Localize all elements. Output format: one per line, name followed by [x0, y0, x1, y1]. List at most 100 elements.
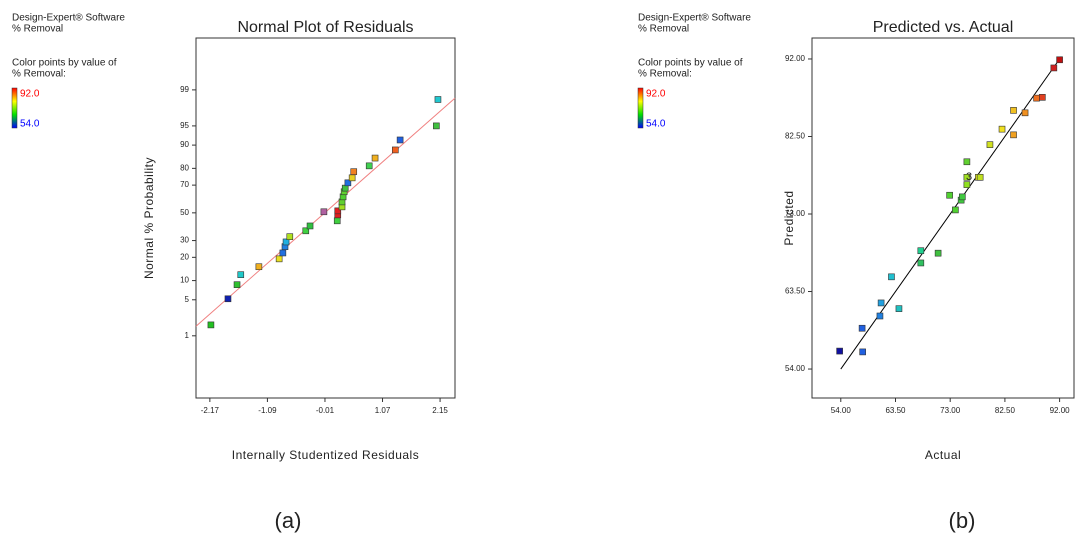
caption: (b)	[949, 508, 976, 533]
software-label: % Removal	[12, 24, 63, 35]
color-bar	[11, 87, 18, 129]
data-point	[392, 146, 399, 154]
x-tick-label: 2.15	[432, 406, 448, 415]
data-point	[1010, 107, 1017, 114]
data-point	[858, 324, 866, 332]
data-point	[836, 347, 843, 355]
data-point	[888, 273, 895, 281]
data-point	[986, 141, 994, 148]
data-point	[963, 158, 971, 166]
data-point	[334, 207, 342, 215]
data-point	[350, 168, 358, 175]
y-tick-label: 73.00	[785, 209, 806, 218]
color-min-label: 54.0	[646, 119, 666, 130]
data-point	[952, 206, 959, 214]
software-label: % Removal	[638, 24, 689, 35]
data-point	[434, 96, 442, 103]
y-tick-label: 99	[180, 85, 189, 94]
x-tick-label: -1.09	[258, 406, 277, 415]
data-point	[306, 222, 314, 230]
y-tick-label: 1	[185, 331, 190, 340]
data-point	[233, 281, 241, 288]
data-point	[282, 238, 290, 246]
data-point	[963, 181, 971, 188]
x-axis-label: Internally Studentized Residuals	[232, 448, 419, 462]
data-point	[946, 191, 953, 199]
color-label: Color points by value of	[12, 58, 117, 69]
fit-line	[840, 56, 1062, 370]
color-min-label: 54.0	[20, 119, 40, 130]
caption: (a)	[275, 508, 302, 533]
x-tick-label: 92.00	[1050, 406, 1071, 415]
data-point	[998, 125, 1006, 133]
data-point	[876, 312, 884, 320]
data-point	[877, 299, 885, 307]
x-tick-label: 73.00	[940, 406, 961, 415]
chart-title: Normal Plot of Residuals	[237, 19, 413, 36]
y-tick-label: 50	[180, 208, 189, 217]
data-point	[302, 227, 310, 235]
data-point	[1050, 64, 1058, 72]
y-tick-label: 54.00	[785, 364, 806, 373]
point-count: 3	[966, 171, 972, 183]
color-max-label: 92.0	[20, 89, 40, 100]
data-point	[286, 233, 294, 240]
data-point	[207, 321, 215, 329]
x-tick-label: 82.50	[995, 406, 1016, 415]
y-tick-label: 63.50	[785, 287, 806, 296]
x-tick-label: -0.01	[316, 406, 335, 415]
software-label: Design-Expert® Software	[12, 13, 125, 24]
data-point	[917, 247, 925, 255]
data-point	[365, 162, 373, 170]
color-label: % Removal:	[12, 69, 66, 80]
data-point	[275, 255, 283, 263]
x-axis-label: Actual	[925, 448, 961, 462]
chart-title: Predicted vs. Actual	[873, 19, 1014, 36]
y-axis-label: Predicted	[782, 190, 796, 245]
color-bar	[637, 87, 644, 129]
data-point	[371, 154, 379, 162]
data-point	[895, 305, 903, 312]
y-tick-label: 70	[180, 180, 189, 189]
data-point	[255, 263, 263, 271]
x-tick-label: 54.00	[831, 406, 852, 415]
data-point	[934, 249, 942, 257]
y-tick-label: 95	[180, 121, 189, 130]
y-tick-label: 5	[185, 295, 190, 304]
x-tick-label: 63.50	[885, 406, 906, 415]
plot-frame	[195, 37, 456, 399]
y-tick-label: 82.50	[785, 132, 806, 141]
data-point	[333, 217, 341, 225]
data-point	[1033, 94, 1040, 102]
data-point	[320, 208, 328, 216]
data-point	[958, 193, 966, 201]
data-point	[224, 295, 232, 303]
x-tick-label: 1.07	[375, 406, 391, 415]
software-label: Design-Expert® Software	[638, 13, 751, 24]
data-point	[348, 174, 356, 182]
y-tick-label: 80	[180, 163, 189, 172]
y-tick-label: 30	[180, 236, 189, 245]
data-point	[917, 259, 925, 267]
data-point	[1021, 109, 1029, 117]
data-point	[963, 173, 971, 181]
y-tick-label: 90	[180, 140, 189, 149]
data-point	[976, 173, 984, 181]
y-tick-label: 20	[180, 252, 189, 261]
data-point	[1039, 94, 1046, 101]
y-tick-label: 10	[180, 276, 189, 285]
color-label: Color points by value of	[638, 58, 743, 69]
y-axis-label: Normal % Probability	[142, 157, 156, 279]
data-point	[433, 122, 440, 130]
data-point	[237, 271, 245, 278]
color-label: % Removal:	[638, 69, 692, 80]
data-point	[344, 179, 352, 187]
data-point	[859, 348, 866, 356]
data-point	[1010, 131, 1017, 139]
data-point	[1056, 56, 1063, 64]
data-point	[279, 249, 287, 257]
x-tick-label: -2.17	[201, 406, 220, 415]
y-tick-label: 92.00	[785, 54, 806, 63]
data-point	[396, 136, 404, 144]
